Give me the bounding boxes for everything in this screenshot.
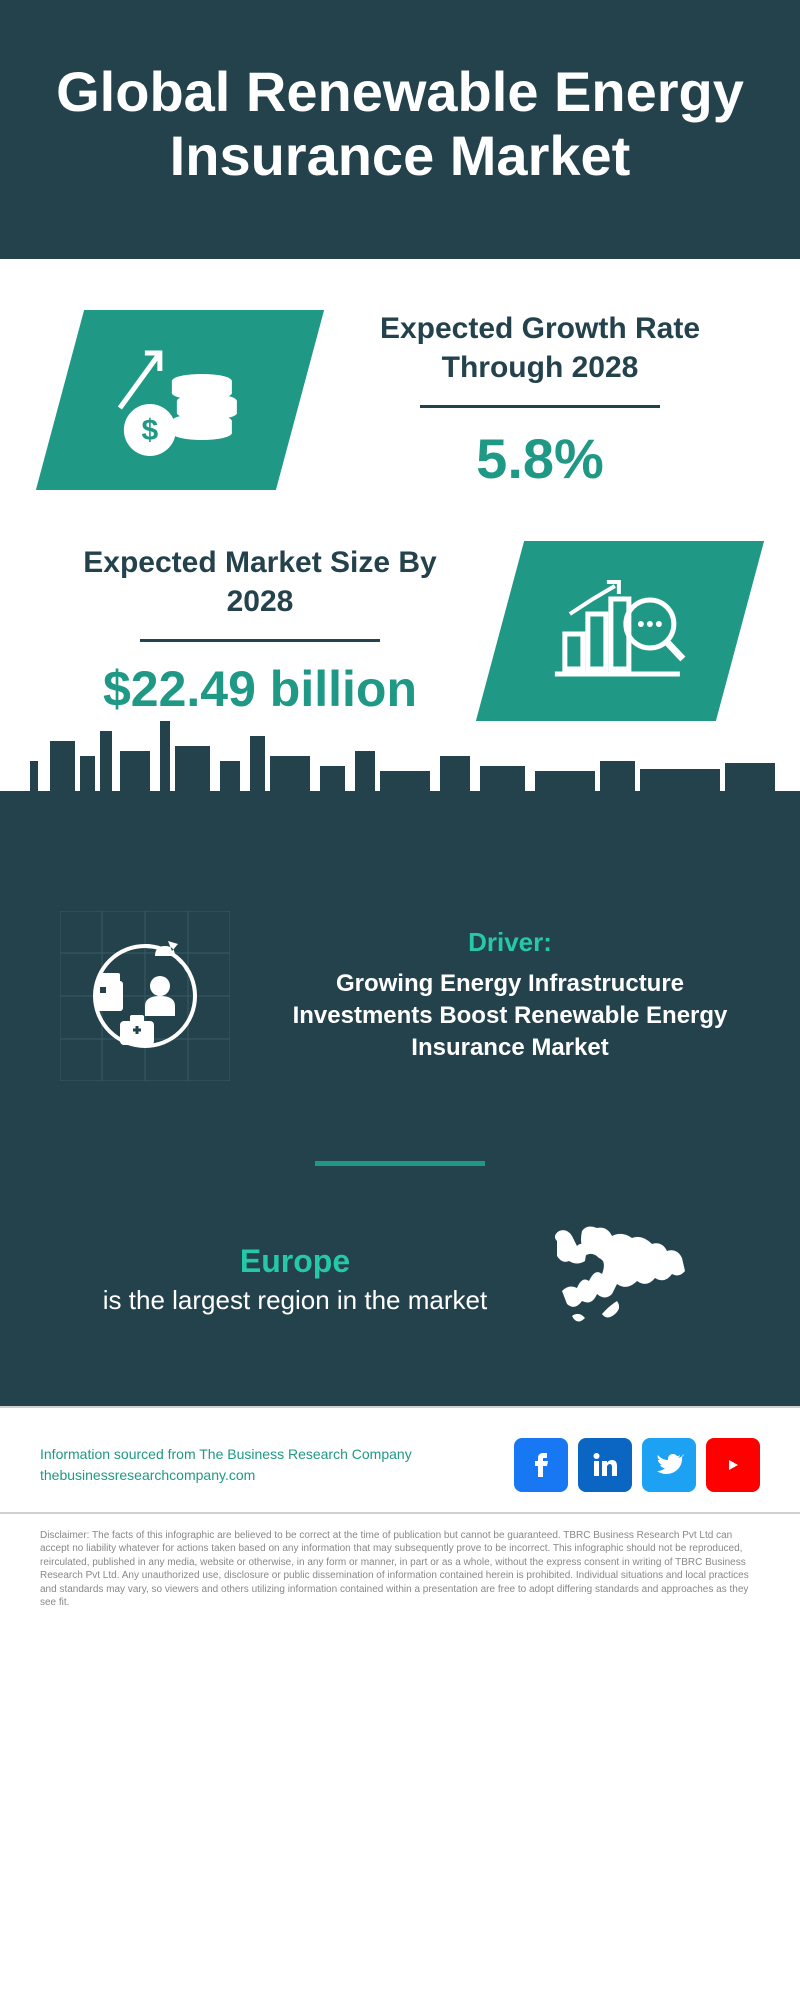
region-row: Europe is the largest region in the mark…	[60, 1216, 740, 1346]
market-text: Expected Market Size By 2028 $22.49 bill…	[60, 543, 460, 718]
bar-magnify-icon	[545, 563, 695, 698]
driver-label: Driver:	[280, 927, 740, 958]
facebook-icon[interactable]	[514, 1438, 568, 1492]
stat-market-size: Expected Market Size By 2028 $22.49 bill…	[0, 521, 800, 751]
header: Global Renewable Energy Insurance Market	[0, 0, 800, 259]
disclaimer: Disclaimer: The facts of this infographi…	[0, 1514, 800, 1640]
driver-row: Driver: Growing Energy Infrastructure In…	[60, 911, 740, 1131]
driver-text: Driver: Growing Energy Infrastructure In…	[280, 927, 740, 1065]
growth-icon-shape: $	[36, 310, 324, 490]
divider	[140, 639, 380, 642]
footer-text: Information sourced from The Business Re…	[40, 1444, 412, 1486]
growth-label: Expected Growth Rate Through 2028	[340, 309, 740, 405]
skyline-graphic	[0, 791, 800, 911]
footer: Information sourced from The Business Re…	[0, 1406, 800, 1514]
market-label: Expected Market Size By 2028	[60, 543, 460, 639]
social-row	[514, 1438, 760, 1492]
stat-growth-rate: $ Expected Growth Rate Through 2028 5.8%	[0, 259, 800, 521]
footer-source: Information sourced from The Business Re…	[40, 1444, 412, 1465]
region-description: is the largest region in the market	[103, 1284, 487, 1318]
youtube-icon[interactable]	[706, 1438, 760, 1492]
twitter-icon[interactable]	[642, 1438, 696, 1492]
driver-icon	[60, 911, 230, 1081]
market-icon-shape	[476, 541, 764, 721]
growth-text: Expected Growth Rate Through 2028 5.8%	[340, 309, 740, 491]
region-name: Europe	[103, 1243, 487, 1280]
footer-url: thebusinessresearchcompany.com	[40, 1465, 412, 1486]
section-divider	[315, 1161, 485, 1166]
divider	[420, 405, 660, 408]
driver-description: Growing Energy Infrastructure Investment…	[280, 968, 740, 1065]
region-text: Europe is the largest region in the mark…	[103, 1243, 487, 1318]
dark-section: Driver: Growing Energy Infrastructure In…	[0, 911, 800, 1406]
page-title: Global Renewable Energy Insurance Market	[40, 60, 760, 189]
linkedin-icon[interactable]	[578, 1438, 632, 1492]
growth-value: 5.8%	[340, 426, 740, 491]
market-value: $22.49 billion	[60, 660, 460, 718]
svg-text:$: $	[142, 413, 159, 446]
money-growth-icon: $	[105, 332, 255, 467]
europe-map-icon	[527, 1216, 697, 1346]
